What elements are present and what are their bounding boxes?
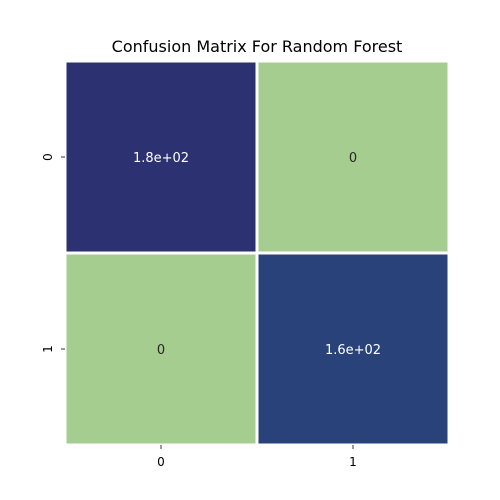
- heatmap-cell-r1-c0: [63, 251, 259, 447]
- cell-annotation-r1-c1: 1.6e+02: [325, 343, 381, 358]
- heatmap-cell-r0-c0: [63, 59, 259, 255]
- cell-annotation-r1-c0: 0: [157, 343, 165, 358]
- cell-annotation-r0-c1: 0: [349, 151, 357, 166]
- chart-title: Confusion Matrix For Random Forest: [112, 37, 403, 56]
- heatmap-cells: [63, 59, 451, 447]
- cell-annotations: 1.8e+02 0 0 1.6e+02: [133, 151, 381, 358]
- cell-annotation-r0-c0: 1.8e+02: [133, 151, 189, 166]
- y-tick-label-1: 1: [41, 345, 55, 353]
- x-tick-label-1: 1: [349, 455, 357, 469]
- heatmap-cell-r0-c1: [255, 59, 451, 255]
- heatmap-cell-r1-c1: [255, 251, 451, 447]
- y-tick-label-0: 0: [41, 153, 55, 161]
- x-tick-label-0: 0: [157, 455, 165, 469]
- y-axis: 01: [41, 153, 65, 353]
